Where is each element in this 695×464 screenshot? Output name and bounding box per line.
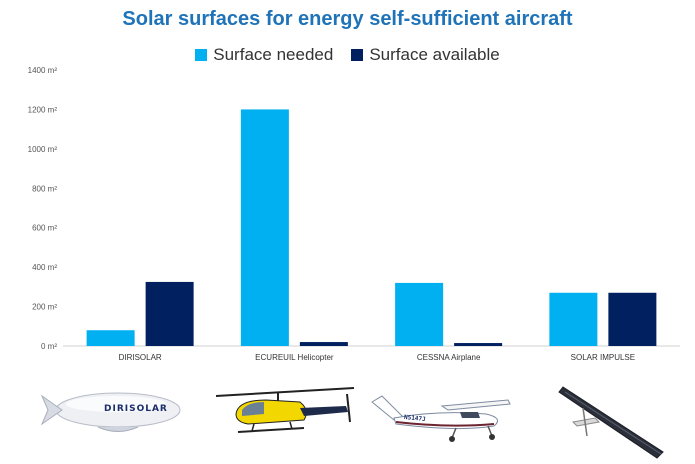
legend: Surface needed Surface available (0, 45, 695, 65)
y-tick-label: 1000 m² (28, 145, 58, 154)
y-tick-label: 800 m² (32, 184, 57, 193)
legend-item-available: Surface available (351, 45, 500, 65)
bar-needed (549, 292, 598, 346)
y-tick-label: 0 m² (41, 342, 57, 351)
y-tick-label: 400 m² (32, 263, 57, 272)
bar-available (608, 292, 657, 346)
legend-swatch-available (351, 49, 364, 61)
y-tick-label: 1400 m² (28, 66, 58, 75)
bar-needed (86, 330, 135, 346)
y-tick-label: 600 m² (32, 224, 57, 233)
y-tick-label: 1200 m² (28, 105, 58, 114)
legend-label-available: Surface available (369, 45, 500, 64)
x-tick-label: CESSNA Airplane (417, 353, 481, 362)
bar-available (299, 342, 348, 346)
bar-needed (240, 109, 289, 346)
legend-swatch-needed (195, 49, 208, 61)
solar-impulse-picture (558, 386, 664, 459)
airship-lettering: DIRISOLAR (104, 404, 168, 414)
cessna-airplane-picture (371, 395, 511, 442)
bar-needed (395, 282, 444, 346)
dirisolar-airship-picture (40, 392, 181, 432)
bar-chart: 0 m² 200 m² 400 m² 600 m² 800 m² 1000 m² 1200 … (28, 66, 680, 362)
bar-available (145, 281, 194, 346)
legend-item-needed: Surface needed (195, 45, 333, 65)
legend-label-needed: Surface needed (213, 45, 334, 64)
y-tick-label: 200 m² (32, 303, 57, 312)
bar-available (454, 343, 503, 346)
x-tick-label: SOLAR IMPULSE (571, 353, 635, 362)
chart-title: Solar surfaces for energy self-sufficien… (122, 8, 573, 30)
x-tick-label: ECUREUIL Helicopter (255, 353, 334, 362)
x-tick-label: DIRISOLAR (119, 353, 162, 362)
ecureuil-helicopter-picture (215, 387, 355, 433)
